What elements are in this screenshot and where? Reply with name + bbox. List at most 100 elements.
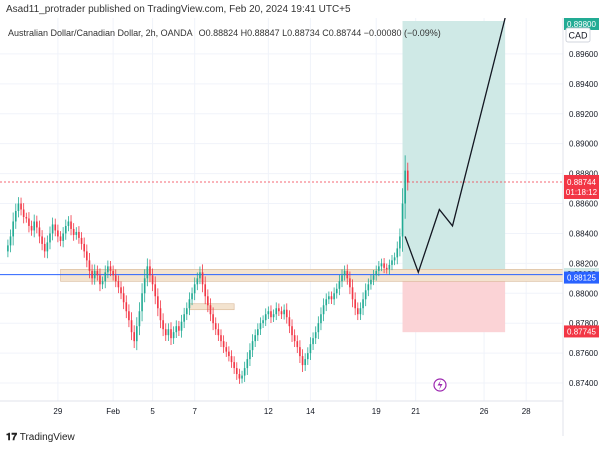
candle-body [285,309,288,318]
candle-body [28,218,30,226]
candle-body [17,203,20,211]
candles [7,155,409,384]
level-lines [0,181,563,276]
candle-body [280,311,283,315]
grid-lines [0,18,563,401]
candle-body [183,314,185,322]
candle-body [99,275,101,285]
candle-body [375,270,378,276]
current-price-box [564,174,599,199]
candle-body [233,362,235,369]
candle-body [112,270,114,276]
candle-body [20,203,22,210]
candle-body [149,266,151,276]
candle-body [378,266,380,271]
candle-body [128,311,130,321]
candle-body [267,311,270,315]
candle-body [59,236,62,241]
candle-body [185,308,188,315]
candle-body [283,309,285,315]
candle-body [170,329,172,339]
candle-body [120,287,122,294]
candle-body [141,293,143,312]
candle-body [91,270,93,279]
candle-body [241,375,243,379]
candle-body [143,278,146,294]
candle-body [22,209,25,217]
stop-zone [402,273,506,333]
candle-body [328,296,330,300]
candle-body [222,341,225,348]
candle-body [9,236,12,246]
candle-body [230,356,233,363]
candle-body [199,272,201,279]
y-tick-label: 0.89000 [569,140,598,149]
chart-frame: 0.87400 0.87600 0.87800 0.88000 0.88200 0.884… [0,17,600,436]
candle-body [406,170,409,183]
candle-body [296,341,299,348]
candle-body [62,233,64,241]
candle-body [117,281,120,288]
candle-body [264,314,267,321]
candle-body [83,243,86,252]
candle-body [401,203,404,237]
y-tick-label: 0.87400 [569,379,598,388]
candle-body [196,278,199,285]
candle-body [209,305,212,315]
candle-body [175,326,178,333]
candle-body [396,248,399,258]
candle-body [278,308,280,312]
candle-body [180,321,183,331]
candle-body [57,230,59,237]
candle-body [317,323,320,333]
candle-body [299,347,301,357]
currency-badge[interactable]: CAD [565,27,591,43]
y-tick-label: 0.89600 [569,50,598,59]
x-tick-label: 21 [411,407,420,416]
candle-body [78,231,80,238]
candle-body [335,288,338,294]
candle-body [312,338,314,345]
x-tick-label: Feb [106,407,120,416]
time-axis[interactable]: 29 Feb 5 7 12 14 19 21 26 28 [53,407,531,416]
candle-body [133,332,135,342]
y-tick-label: 0.89200 [569,110,598,119]
candle-body [254,335,257,342]
price-chart[interactable]: 0.87400 0.87600 0.87800 0.88000 0.88200 0.884… [0,17,600,436]
candle-body [204,284,207,297]
y-tick-label: 0.88800 [569,170,598,179]
candle-body [67,221,70,226]
candle-body [291,326,293,336]
price-axis[interactable]: 0.87400 0.87600 0.87800 0.88000 0.88200 0.884… [569,50,598,388]
candle-body [399,236,401,249]
lightning-icon[interactable] [433,378,447,392]
ohlc-readout: O0.88824 H0.88847 L0.88734 C0.88744 −0.0… [199,28,441,38]
candle-body [43,243,46,252]
target-price-tag-text: 0.89800 [567,20,596,29]
candle-body [249,350,251,360]
support-zone [60,269,564,282]
candle-body [80,237,83,244]
chart-background [0,18,600,436]
projection [404,17,506,275]
y-tick-label: 0.88400 [569,229,598,238]
candle-body [25,216,28,219]
price-labels: 0.898000.881290.881250.877450.8874401:18… [564,17,599,338]
candle-body [14,210,17,222]
candle-body [238,374,241,379]
candle-body [214,323,217,330]
candle-body [107,266,109,273]
candle-body [178,326,180,331]
candle-body [306,353,309,360]
currency-label: CAD [568,31,588,41]
candle-body [385,267,388,270]
candle-body [343,270,346,276]
candle-body [151,275,154,285]
candle-body [154,284,157,297]
candle-body [356,308,359,315]
candle-body [380,263,383,267]
candle-body [262,320,264,324]
candle-body [159,308,162,321]
candle-body [351,287,354,300]
